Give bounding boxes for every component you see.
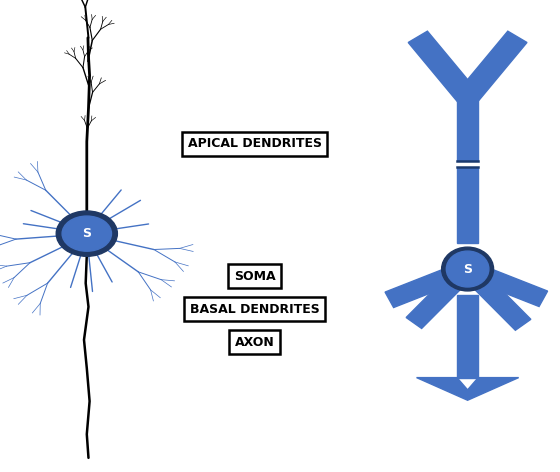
Bar (457, 168, 478, 243)
Bar (457, 295, 478, 378)
Text: AXON: AXON (235, 336, 274, 349)
Ellipse shape (62, 216, 111, 251)
Text: BASAL DENDRITES: BASAL DENDRITES (190, 303, 320, 316)
Bar (457, 97, 478, 160)
Polygon shape (408, 31, 477, 102)
Text: APICAL DENDRITES: APICAL DENDRITES (188, 137, 322, 151)
Text: S: S (463, 262, 472, 276)
Ellipse shape (56, 211, 118, 256)
Polygon shape (480, 268, 548, 306)
Polygon shape (406, 276, 463, 329)
Text: S: S (82, 227, 91, 240)
Circle shape (446, 251, 489, 287)
Text: SOMA: SOMA (234, 270, 276, 283)
Polygon shape (385, 268, 455, 308)
Polygon shape (472, 276, 531, 330)
Polygon shape (417, 378, 519, 400)
Polygon shape (458, 31, 527, 102)
Circle shape (442, 247, 493, 291)
